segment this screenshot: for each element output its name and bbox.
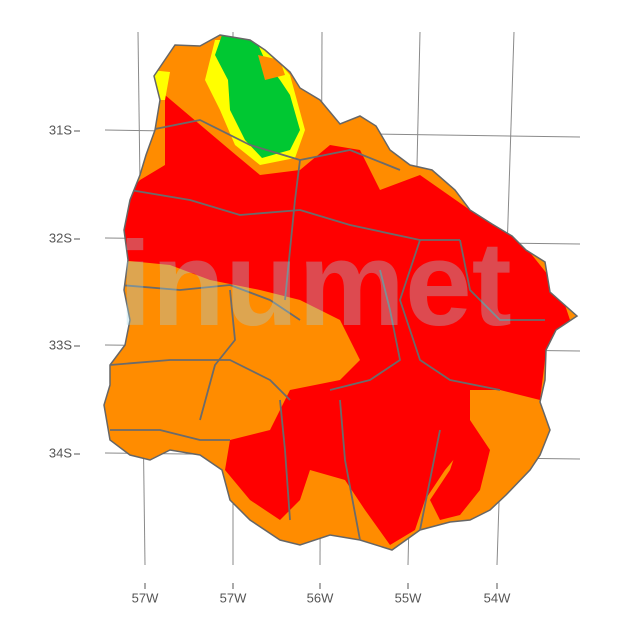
y-tick-label: 31S xyxy=(49,122,72,137)
x-tick-label: 57W xyxy=(220,590,247,605)
y-tick-label: 33S xyxy=(49,337,72,352)
y-axis: 31S 32S 33S 34S xyxy=(49,122,80,460)
y-tick-label: 32S xyxy=(49,230,72,245)
region-green xyxy=(215,35,300,158)
watermark: inumet xyxy=(118,217,511,351)
x-axis: 57W 57W 56W 55W 54W xyxy=(132,583,511,605)
x-tick-label: 55W xyxy=(395,590,422,605)
x-tick-label: 57W xyxy=(132,590,159,605)
x-tick-label: 54W xyxy=(484,590,511,605)
department-borders xyxy=(109,119,545,541)
region-red-south xyxy=(430,400,490,520)
y-tick-label: 34S xyxy=(49,445,72,460)
x-tick-label: 56W xyxy=(307,590,334,605)
